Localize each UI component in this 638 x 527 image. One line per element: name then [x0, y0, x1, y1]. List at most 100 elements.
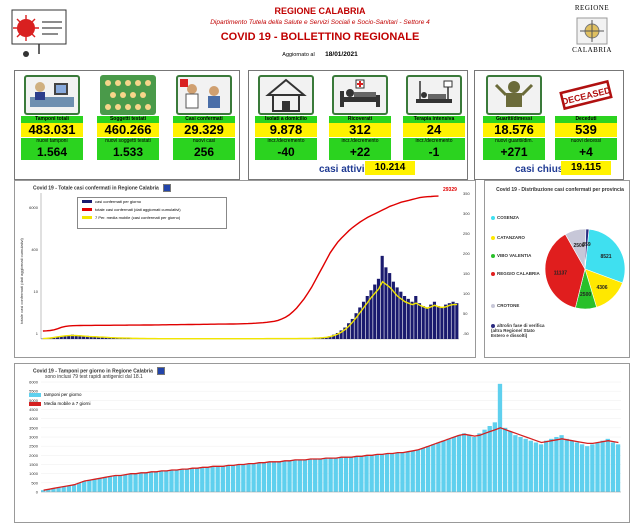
daily-tests-bar [282, 460, 287, 492]
doctor-patient-icon [176, 75, 232, 115]
daily-tests-bar [323, 458, 328, 492]
pie-legend-label: COSENZA [497, 215, 520, 220]
y-tick-label: 5000 [29, 398, 39, 403]
stat-intensive-care: Terapia intensiva 24 incr./decremento -1 [403, 75, 465, 160]
stat-sub-value: +271 [483, 145, 545, 160]
page-title: COVID 19 - BOLLETTINO REGIONALE [220, 31, 420, 43]
stat-value: 483.031 [21, 123, 83, 137]
province-distribution-chart: Covid 19 - Distribuzione casi confermati… [484, 180, 630, 358]
pie-title: Covid 19 - Distribuzione casi confermati… [496, 187, 624, 193]
stat-sub-label: incr./decremento [329, 138, 391, 145]
stat-sub-value: +4 [555, 145, 617, 160]
pie-slice-label: 2506 [573, 243, 584, 249]
stat-deceased: DECEASED Deceduti 539 nuovi decessi +4 [555, 75, 617, 160]
pie-slice-label: 11137 [554, 270, 568, 276]
daily-tests-bar [600, 440, 605, 492]
y-right-tick-label: 350 [463, 191, 470, 196]
daily-tests-bar [82, 481, 87, 492]
daily-tests-bar [153, 471, 159, 492]
daily-tests-bar [230, 465, 236, 492]
stat-total-swabs: Tamponi totali 483.031 nuovi tamponi 1.5… [21, 75, 83, 160]
daily-tests-bar [179, 469, 184, 492]
active-total-label: casi attivi [319, 164, 365, 175]
pie-legend-item: altro/in fase di verifica (altra Regione… [491, 323, 547, 338]
daily-tests-bar [487, 426, 492, 492]
stat-sub-value: 256 [173, 145, 235, 160]
stat-sub-value: +22 [329, 145, 391, 160]
region-badge-icon [162, 184, 171, 192]
pie-legend-label: VIBO VALENTIA [497, 253, 532, 258]
pie-legend-label: REGGIO CALABRIA [497, 271, 540, 276]
legend-swatch [82, 200, 92, 204]
daily-tests-bar [415, 449, 421, 492]
daily-tests-bar [461, 433, 467, 492]
daily-case-bar [52, 337, 56, 339]
y-tick-label: 4500 [29, 407, 39, 412]
legend-dot [491, 235, 495, 240]
daily-tests-bar [482, 429, 487, 492]
daily-case-bar [361, 301, 366, 339]
pie-legend-item: VIBO VALENTIA [491, 253, 531, 258]
daily-tests-bar [271, 461, 277, 492]
daily-tests-bar [379, 454, 385, 492]
daily-case-bar [440, 307, 444, 339]
legend-dot [491, 303, 495, 308]
y-right-tick-label: 150 [463, 271, 470, 276]
daily-tests-bar [431, 444, 436, 492]
daily-tests-bar [364, 455, 369, 492]
daily-case-bar [455, 303, 459, 339]
y-tick-label: 6000 [29, 380, 39, 385]
y-tick-label: 3500 [29, 425, 39, 430]
daily-case-bar [63, 335, 67, 339]
legend-dot [491, 323, 495, 328]
daily-tests-bar [92, 479, 97, 492]
stat-label: Casi confermati [173, 116, 235, 123]
daily-case-bar [447, 303, 451, 339]
legend-swatch [82, 216, 92, 220]
daily-tests-bar [518, 437, 523, 492]
daily-tests-bar [215, 466, 220, 492]
daily-tests-bar [569, 440, 575, 492]
daily-tests-bar [374, 454, 379, 492]
y-axis-label: totale casi confermati (dati aggiornati … [19, 238, 24, 324]
daily-tests-bar [425, 446, 431, 492]
stat-value: 18.576 [483, 123, 545, 137]
daily-tests-bar [359, 456, 364, 492]
daily-tests-bar [456, 435, 462, 492]
daily-tests-bar [595, 442, 600, 492]
stat-label: Tamponi totali [21, 116, 83, 123]
daily-case-bar [410, 301, 414, 339]
daily-tests-bar [549, 438, 554, 492]
daily-tests-bar [205, 467, 210, 492]
updated-label: Aggiornato al [282, 52, 315, 58]
daily-case-bar [373, 284, 377, 339]
tests-panel: Tamponi totali 483.031 nuovi tamponi 1.5… [14, 70, 240, 180]
daily-case-bar [429, 304, 433, 339]
daily-tests-bar [564, 438, 569, 492]
daily-case-bar [354, 313, 358, 339]
pie-legend-label: CATANZARO [497, 235, 525, 240]
region-badge-icon [156, 367, 165, 375]
daily-tests-bar [513, 435, 518, 492]
daily-tests-bar [410, 450, 415, 492]
pie-slice [584, 228, 626, 284]
daily-tests-bar [333, 458, 338, 492]
logo-top-text: REGIONE [574, 4, 610, 12]
daily-case-bar [399, 291, 403, 339]
stat-sub-label: nuovi tamponi [21, 138, 83, 145]
y-right-tick-label: -50 [463, 331, 470, 336]
daily-tests-bar [71, 484, 77, 492]
daily-tests-bar [200, 467, 205, 492]
pie-legend-item: REGGIO CALABRIA [491, 271, 540, 276]
legend-label: tamponi per giorno [44, 392, 82, 397]
daily-case-bar [451, 301, 455, 339]
lab-technician-icon [24, 75, 80, 115]
stat-tested-subjects: Soggetti testati 460.266 nuovi soggetti … [97, 75, 159, 160]
stat-label: Deceduti [555, 116, 617, 123]
pie-legend-item: CROTONE [491, 303, 519, 308]
y-tick-label: 3000 [29, 435, 39, 440]
daily-tests-bar [277, 461, 282, 492]
daily-tests-bar [236, 464, 241, 492]
closed-total-label: casi chiusi [515, 164, 567, 175]
y-tick-label: 1000 [29, 471, 39, 476]
